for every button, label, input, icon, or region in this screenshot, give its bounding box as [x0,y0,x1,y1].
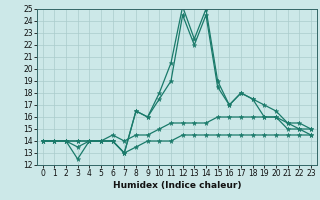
X-axis label: Humidex (Indice chaleur): Humidex (Indice chaleur) [113,181,241,190]
